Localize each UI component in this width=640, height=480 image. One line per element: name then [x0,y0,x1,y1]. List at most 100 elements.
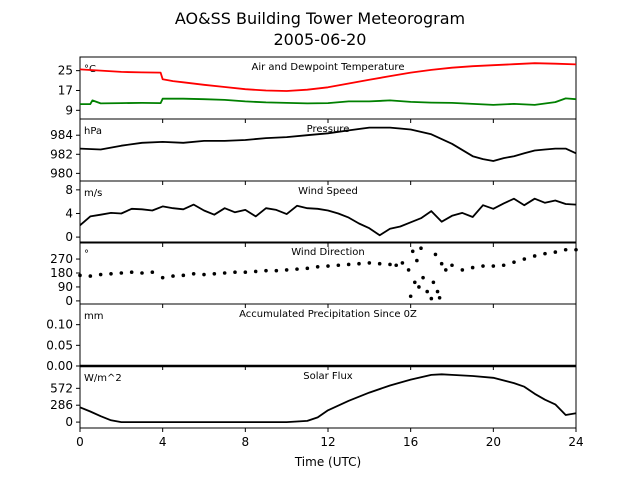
scatter-point [431,280,436,285]
scatter-point [212,271,217,276]
scatter-point [408,294,413,299]
panel-5: 0.00 0.05 0.10 mm Accumulated Precipitation … [46,303,577,373]
scatter-point [388,262,392,267]
scatter-point [346,262,351,267]
scatter-point [233,270,237,275]
scatter-point [243,270,248,275]
panel-title: Pressure [307,124,350,135]
scatter-point [191,271,196,276]
figure-title: AO&SS Building Tower Meteorogram [175,9,465,28]
scatter-point [264,268,268,273]
panel-2: 980 982 984 hPa Pressure [50,118,577,185]
scatter-point [326,264,330,268]
scatter-point [522,257,527,261]
scatter-point [150,270,155,275]
panel-unit: ° [84,249,89,260]
scatter-point [415,258,419,263]
scatter-point [481,264,485,268]
scatter-point [284,268,289,272]
x-tick-label: 24 [568,435,583,449]
scatter-point [435,289,440,294]
y-tick-label: 984 [50,128,73,142]
panel-title: Wind Speed [298,186,358,197]
scatter-point [400,261,405,265]
panel-title: Wind Direction [291,247,365,258]
scatter-point [532,254,537,258]
scatter-point [512,260,516,264]
x-tick-label: 16 [403,435,418,449]
x-tick-label: 20 [486,435,501,449]
y-tick-label: 8 [65,183,73,197]
y-tick-label: 0.05 [46,338,73,352]
scatter-point [109,271,113,276]
scatter-point [470,265,475,270]
scatter-point [450,263,454,268]
series-line-2 [80,97,577,106]
panel-title: Solar Flux [303,371,353,382]
panel-unit: m/s [84,188,102,199]
panel-unit: W/m^2 [84,373,122,384]
scatter-point [160,275,165,280]
scatter-point [417,285,421,289]
scatter-point [410,249,415,254]
scatter-point [295,267,299,271]
scatter-point [574,247,578,252]
scatter-point [413,280,417,285]
y-tick-label: 0.00 [46,359,73,373]
scatter-point [357,261,361,266]
y-tick-label: 982 [50,147,73,161]
scatter-point [181,273,186,278]
x-axis-label: Time (UTC) [294,455,361,469]
scatter-point [119,271,124,275]
x-tick-label: 8 [242,435,250,449]
scatter-point [491,264,496,268]
scatter-point [543,251,547,256]
panel-unit: hPa [84,126,102,137]
scatter-point [253,269,258,274]
scatter-point [367,261,372,265]
x-tick-label: 4 [159,435,167,449]
y-tick-label: 286 [50,398,73,412]
scatter-point [88,274,93,278]
scatter-point [429,296,434,301]
scatter-point [437,296,442,300]
series-line-1 [79,373,577,423]
scatter-point [444,268,448,272]
scatter-point [501,263,506,268]
y-tick-label: 17 [58,83,73,97]
scatter-point [140,271,144,275]
panel-3: 0 4 8 m/s Wind Speed [65,180,577,247]
scatter-point [425,289,430,294]
panel-unit: mm [84,311,103,322]
scatter-point [394,263,399,268]
panel-6: 0 286 572 W/m^2 Solar Flux [50,365,577,432]
scatter-point [336,263,341,268]
scatter-point [274,268,279,273]
scatter-point [305,266,310,271]
x-axis: 0 4 8 12 16 20 24 [76,435,583,449]
scatter-point [421,275,425,280]
y-tick-label: 25 [58,64,73,78]
series-line-1 [79,62,577,92]
scatter-point [553,250,558,254]
y-tick-label: 0 [65,415,73,429]
scatter-point [419,246,423,250]
scatter-point [315,265,320,269]
scatter-point [439,261,444,266]
y-tick-label: 4 [65,206,73,220]
scatter-point [406,268,411,272]
scatter-point [78,273,82,278]
figure-subtitle: 2005-06-20 [274,30,367,49]
scatter-point [171,274,175,278]
y-tick-label: 0 [65,230,73,244]
y-tick-label: 980 [50,166,73,180]
scatter-point [377,261,382,266]
y-tick-label: 0 [65,294,73,308]
scatter-point [129,270,134,275]
series-line-1 [79,126,577,162]
y-tick-label: 90 [58,280,73,294]
